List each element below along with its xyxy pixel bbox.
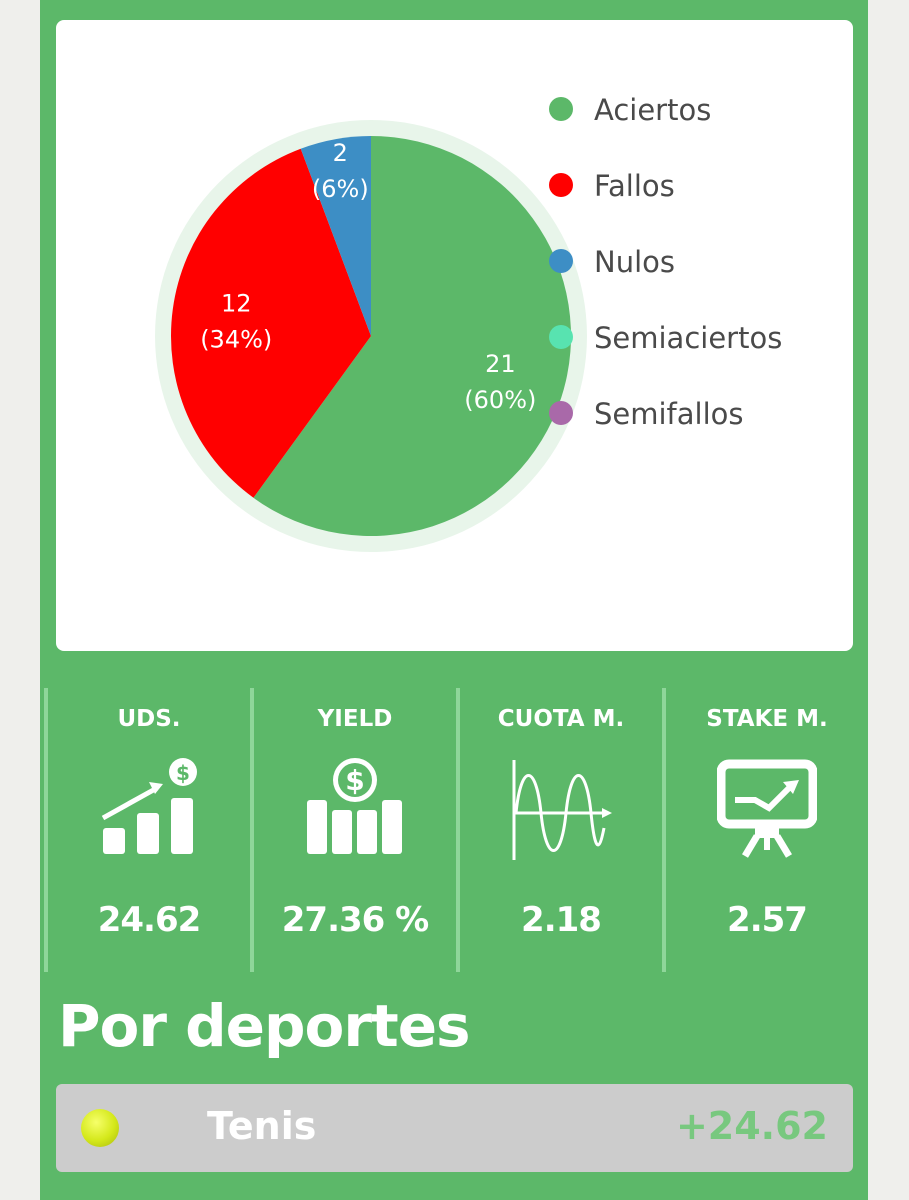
legend-label-nulos[interactable]: Nulos: [594, 245, 675, 279]
stat-value: 2.57: [727, 900, 808, 940]
stat-divider: [44, 688, 48, 972]
presentation-board-icon: [716, 758, 818, 862]
stat-value: 2.18: [521, 900, 602, 940]
legend-swatch-fallos[interactable]: [549, 173, 573, 197]
legend-swatch-aciertos[interactable]: [549, 97, 573, 121]
stat-title: STAKE M.: [706, 706, 828, 732]
stats-row: UDS. $ 24.62 YIELD $: [44, 688, 868, 972]
pie-slice-fallos[interactable]: [171, 148, 371, 498]
stat-value: 24.62: [97, 900, 202, 940]
stat-divider: [456, 688, 460, 972]
slice-percent-label: (60%): [464, 386, 536, 414]
stat-units: UDS. $ 24.62: [46, 688, 252, 972]
stat-title: CUOTA M.: [497, 706, 625, 732]
stat-yield: YIELD $ 27.36 %: [252, 688, 458, 972]
pie-chart: 21 (60%) 12 (34%) 2 (6%) Aciertos Fallos Nulos Se…: [155, 93, 782, 552]
tennis-ball-icon: [81, 1109, 119, 1147]
slice-count-label: 2: [333, 139, 348, 167]
stat-value: 27.36 %: [281, 900, 429, 940]
slice-count-label: 21: [485, 350, 516, 378]
chart-growth-icon: $: [99, 758, 199, 862]
section-title: Por deportes: [58, 992, 471, 1060]
slice-percent-label: (34%): [200, 326, 272, 354]
pie-slice-aciertos[interactable]: [253, 136, 572, 536]
slice-count-label: 12: [221, 290, 252, 318]
money-bars-icon: $: [305, 758, 405, 862]
stat-avg-stake: STAKE M. 2.57: [664, 688, 870, 972]
legend-swatch-semifallos[interactable]: [549, 401, 573, 425]
legend-swatch-nulos[interactable]: [549, 249, 573, 273]
legend-swatch-semiaciertos[interactable]: [549, 325, 573, 349]
sport-row[interactable]: [56, 1084, 853, 1172]
pie-chart-card: 21 (60%) 12 (34%) 2 (6%) Aciertos Fallos Nulos Se…: [56, 20, 853, 651]
stat-title: UDS.: [117, 706, 181, 732]
stat-title: YIELD: [317, 706, 393, 732]
sport-value: +24.62: [675, 1104, 828, 1148]
sport-name: Tenis: [207, 1104, 317, 1148]
stat-divider: [662, 688, 666, 972]
legend-label-semifallos[interactable]: Semifallos: [594, 397, 744, 431]
slice-percent-label: (6%): [312, 175, 369, 203]
stat-divider: [250, 688, 254, 972]
pie-slice-nulos[interactable]: [300, 136, 371, 336]
svg-text:$: $: [345, 764, 364, 797]
legend-label-fallos[interactable]: Fallos: [594, 169, 675, 203]
legend-label-semiaciertos[interactable]: Semiaciertos: [594, 321, 782, 355]
legend-label-aciertos[interactable]: Aciertos: [594, 93, 711, 127]
wave-graph-icon: [506, 758, 616, 866]
svg-text:$: $: [176, 761, 190, 785]
stat-avg-odds: CUOTA M. 2.18: [458, 688, 664, 972]
